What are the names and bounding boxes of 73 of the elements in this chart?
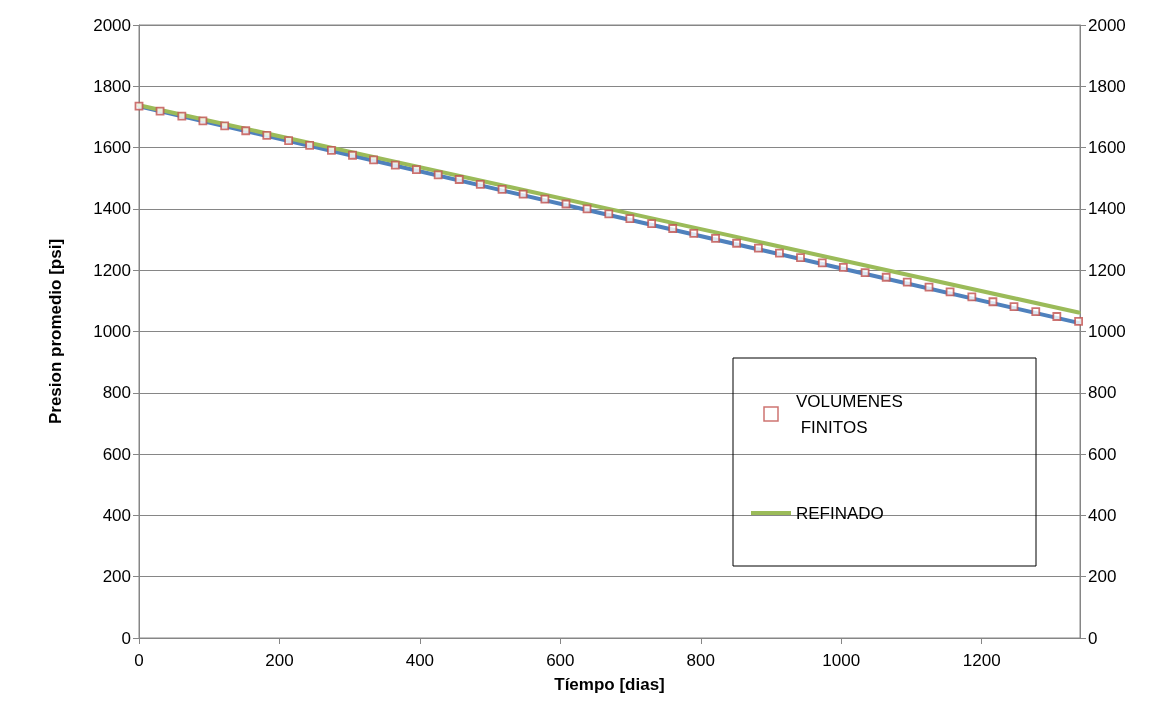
y2-tick-label: 2000 [1088,15,1126,35]
point [796,253,805,263]
point [411,165,421,175]
y2-tick-label: 800 [1088,383,1117,403]
point [668,224,678,233]
legend-label: VOLUMENES FINITOS [796,391,903,437]
y-tick-label: 400 [102,505,131,525]
x-tick-label: 1000 [822,651,861,670]
x-axis-title: Tíempo [dias] [554,675,665,694]
y-axis-title: Presion promedio [psi] [46,238,65,425]
x-tick-label: 400 [405,651,435,670]
point [753,243,763,253]
point [1031,307,1041,316]
y-tick-label: 0 [121,628,131,648]
point [689,229,699,238]
point [732,238,742,248]
y2-tick-label: 0 [1088,628,1098,648]
x-tick-label: 600 [546,651,575,670]
point [390,160,400,170]
point [220,121,230,131]
point [775,248,784,258]
point [134,101,144,111]
x-tick-label: 200 [265,651,294,670]
point [604,209,614,219]
point [305,141,315,150]
y-tick-label: 1400 [93,199,131,219]
point [1009,302,1019,312]
point [518,189,528,199]
point [838,263,848,272]
point [155,106,165,116]
point [327,145,336,155]
y-tick-label: 1600 [93,138,131,158]
y-tick-label: 600 [102,444,131,464]
point [475,179,485,189]
point [902,277,912,287]
point [348,150,357,160]
point [817,258,827,268]
point [647,219,657,229]
point [369,155,378,165]
y2-tick-label: 200 [1088,567,1117,587]
point [177,111,187,121]
point [262,130,272,140]
y2-tick-label: 1600 [1088,138,1126,158]
y-tick-label: 200 [102,567,131,587]
point [241,126,251,136]
point [284,136,293,145]
y-tick-label: 1200 [93,260,131,280]
point [711,233,720,243]
legend-label: REFINADO [796,503,884,523]
x-tick-label: 0 [134,651,144,670]
y2-tick-label: 400 [1088,505,1117,525]
y2-tick-label: 1800 [1088,76,1126,96]
y-tick-label: 2000 [93,15,131,35]
y2-tick-label: 1200 [1088,260,1126,280]
point [433,170,443,180]
point [497,184,507,194]
point [1052,312,1062,321]
y-tick-label: 800 [102,383,131,403]
y2-tick-label: 1400 [1088,199,1126,219]
point [988,297,998,307]
y2-tick-label: 1000 [1088,322,1126,341]
x-tick-label: 800 [686,651,715,670]
point [881,272,891,282]
point [967,292,977,302]
y2-tick-label: 600 [1088,444,1117,464]
y-tick-label: 1800 [93,76,131,96]
point [625,214,635,224]
point [860,268,870,278]
point [454,175,464,184]
point [1074,316,1083,326]
y-tick-label: 1000 [93,322,131,341]
x-tick-label: 1200 [962,651,1001,670]
point [540,194,550,204]
